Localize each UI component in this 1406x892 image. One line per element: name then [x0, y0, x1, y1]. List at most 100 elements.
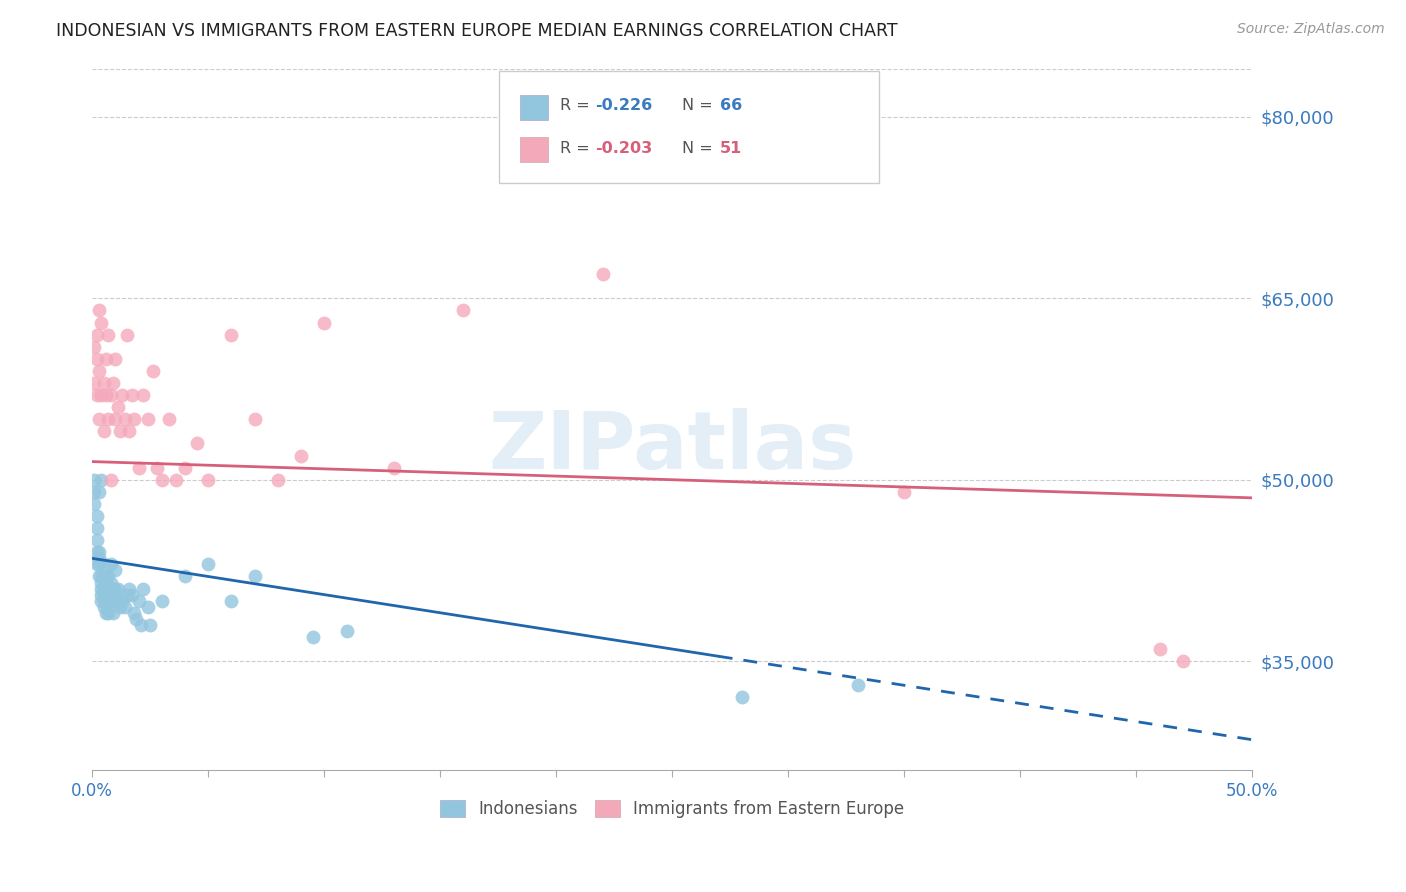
Point: [86, 327, 108, 342]
Point: [150, 473, 173, 487]
Point: [114, 599, 136, 614]
Point: [107, 400, 129, 414]
Point: [89, 364, 111, 378]
Point: [122, 606, 145, 620]
Point: [108, 593, 131, 607]
Point: [94, 351, 117, 366]
Point: [731, 690, 754, 705]
Point: [243, 412, 266, 426]
Point: [90, 473, 112, 487]
Point: [150, 593, 173, 607]
Point: [114, 412, 136, 426]
Point: [100, 575, 122, 590]
Point: [107, 582, 129, 596]
Point: [93, 569, 115, 583]
Point: [86, 508, 108, 523]
Text: ZIPatlas: ZIPatlas: [488, 409, 856, 486]
Point: [89, 545, 111, 559]
Point: [136, 412, 159, 426]
Point: [89, 412, 111, 426]
Point: [157, 412, 180, 426]
Point: [336, 624, 359, 638]
Point: [93, 425, 115, 439]
Point: [108, 425, 131, 439]
Point: [83, 376, 105, 390]
Point: [146, 460, 169, 475]
Point: [97, 582, 120, 596]
Point: [453, 303, 475, 318]
Point: [121, 388, 143, 402]
Point: [1149, 642, 1171, 657]
Point: [86, 558, 108, 572]
Text: 66: 66: [720, 98, 742, 112]
Point: [1171, 654, 1194, 668]
Point: [111, 388, 134, 402]
Point: [90, 388, 112, 402]
Point: [104, 412, 127, 426]
Point: [100, 593, 122, 607]
Point: [97, 412, 120, 426]
Text: R =: R =: [560, 98, 595, 112]
Point: [108, 599, 131, 614]
Point: [243, 569, 266, 583]
Text: N =: N =: [682, 98, 718, 112]
Point: [90, 316, 112, 330]
Point: [86, 545, 108, 559]
Point: [89, 484, 111, 499]
Point: [128, 460, 150, 475]
Point: [94, 388, 117, 402]
Point: [101, 606, 124, 620]
Point: [104, 564, 127, 578]
Point: [100, 388, 122, 402]
Point: [893, 484, 915, 499]
Point: [121, 588, 143, 602]
Point: [104, 582, 127, 596]
Point: [83, 473, 105, 487]
Point: [83, 497, 105, 511]
Point: [118, 425, 141, 439]
Point: [115, 588, 138, 602]
Point: [100, 558, 122, 572]
Point: [93, 593, 115, 607]
Text: INDONESIAN VS IMMIGRANTS FROM EASTERN EUROPE MEDIAN EARNINGS CORRELATION CHART: INDONESIAN VS IMMIGRANTS FROM EASTERN EU…: [56, 22, 898, 40]
Point: [122, 412, 145, 426]
Point: [90, 569, 112, 583]
Point: [197, 473, 219, 487]
Point: [89, 558, 111, 572]
Point: [97, 327, 120, 342]
Point: [93, 588, 115, 602]
Point: [118, 582, 141, 596]
Text: 51: 51: [720, 141, 742, 155]
Point: [94, 569, 117, 583]
Point: [101, 376, 124, 390]
Legend: Indonesians, Immigrants from Eastern Europe: Indonesians, Immigrants from Eastern Eur…: [433, 793, 911, 825]
Point: [382, 460, 405, 475]
Point: [290, 449, 312, 463]
Point: [90, 575, 112, 590]
Point: [94, 582, 117, 596]
Point: [86, 533, 108, 548]
Point: [97, 569, 120, 583]
Text: N =: N =: [682, 141, 718, 155]
Point: [90, 582, 112, 596]
Point: [89, 551, 111, 566]
Point: [301, 630, 323, 644]
Point: [104, 351, 127, 366]
Point: [93, 376, 115, 390]
Point: [97, 593, 120, 607]
Point: [83, 340, 105, 354]
Point: [267, 473, 290, 487]
Point: [132, 388, 155, 402]
Text: Source: ZipAtlas.com: Source: ZipAtlas.com: [1237, 22, 1385, 37]
Point: [101, 588, 124, 602]
Point: [846, 678, 869, 692]
Point: [115, 327, 138, 342]
Point: [86, 351, 108, 366]
Text: -0.203: -0.203: [595, 141, 652, 155]
Point: [174, 460, 197, 475]
Point: [86, 388, 108, 402]
Point: [221, 327, 243, 342]
Point: [86, 521, 108, 535]
Point: [93, 599, 115, 614]
Point: [111, 593, 134, 607]
